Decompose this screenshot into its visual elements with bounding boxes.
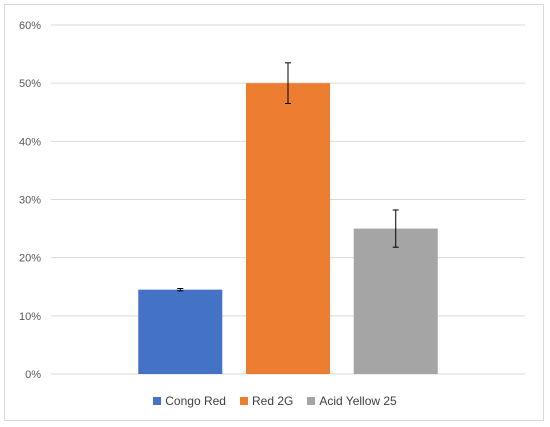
legend-label: Acid Yellow 25	[319, 394, 397, 408]
y-tick-label: 0%	[25, 369, 41, 381]
y-tick-label: 40%	[19, 136, 41, 148]
y-tick-label: 50%	[19, 78, 41, 90]
legend-swatch	[239, 397, 248, 405]
legend: Congo Red Red 2G Acid Yellow 25	[5, 394, 545, 408]
bar	[138, 289, 223, 374]
y-tick-label: 60%	[19, 20, 41, 32]
legend-swatch	[153, 397, 162, 405]
y-tick-label: 20%	[19, 253, 41, 265]
legend-item: Red 2G	[239, 394, 294, 408]
y-tick-label: 30%	[19, 195, 41, 207]
legend-label: Red 2G	[251, 394, 294, 408]
bar-chart: 0% 10% 20% 30% 40% 50% 60%	[19, 20, 525, 381]
legend-swatch	[307, 397, 316, 405]
chart-frame: 0% 10% 20% 30% 40% 50% 60% Congo Red Red 2G Ac…	[4, 4, 544, 421]
legend-item: Acid Yellow 25	[307, 394, 397, 408]
bar	[353, 228, 438, 374]
legend-label: Congo Red	[165, 394, 226, 408]
legend-item: Congo Red	[153, 394, 226, 408]
bar	[245, 83, 331, 375]
y-tick-label: 10%	[19, 311, 41, 323]
